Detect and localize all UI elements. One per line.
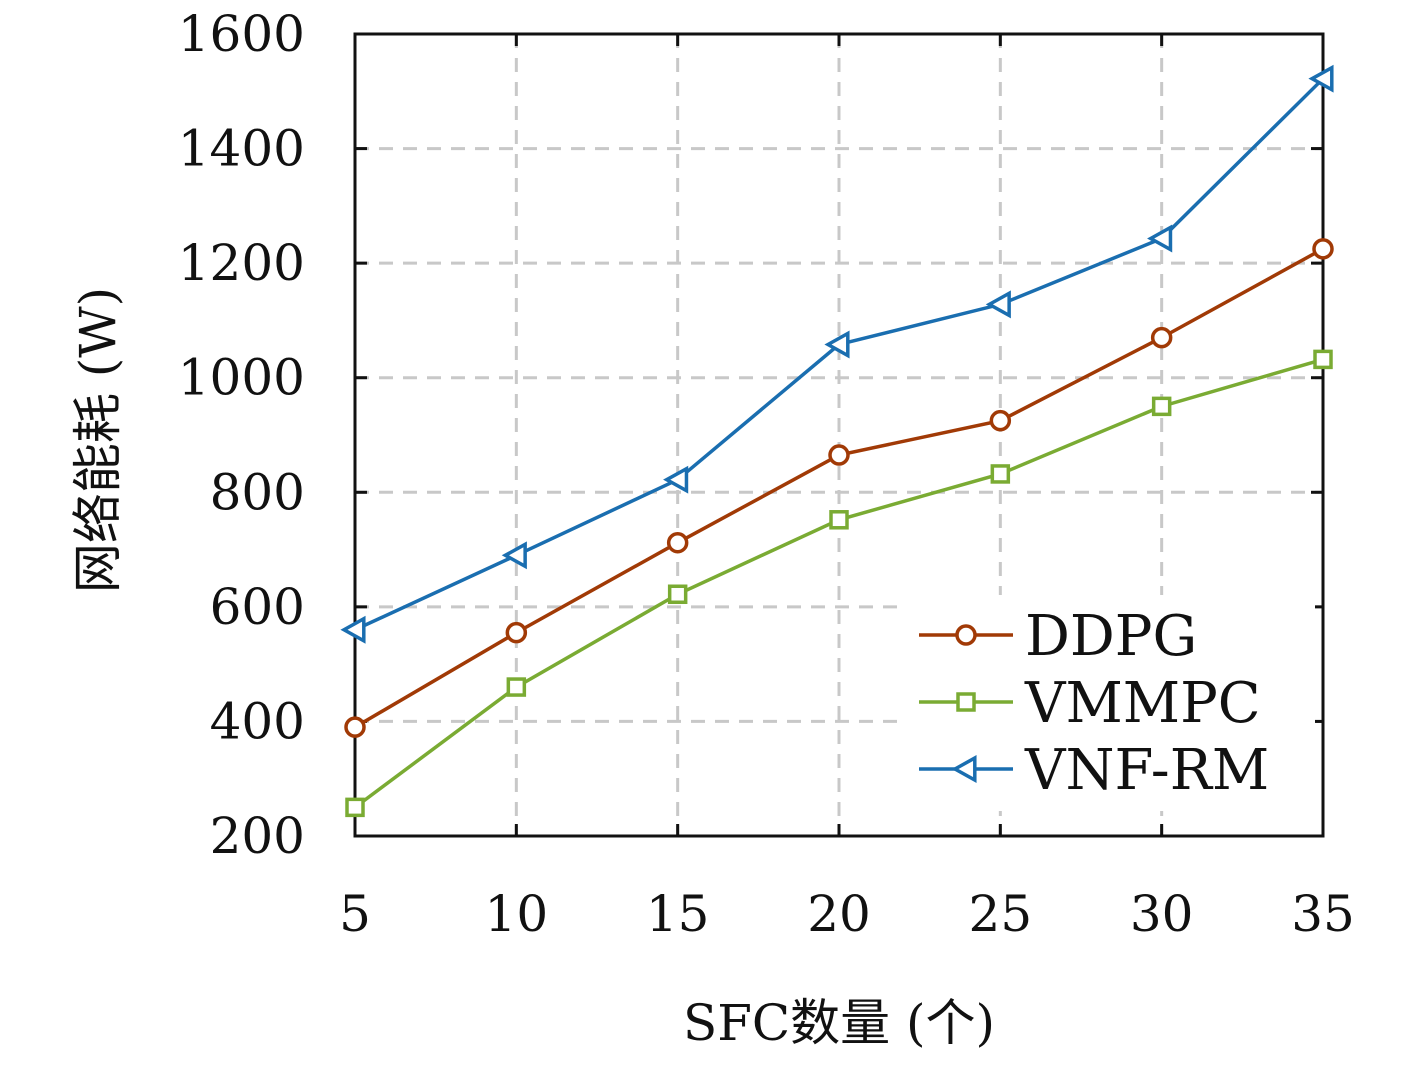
x-tick-label: 10: [485, 885, 549, 943]
data-point: [1308, 64, 1334, 93]
y-axis-label: 网络能耗 (W): [69, 287, 127, 593]
grid-lines: [355, 34, 1323, 836]
data-point: [1147, 224, 1173, 253]
data-point: [663, 465, 689, 494]
data-point: [667, 584, 688, 605]
legend-label: VNF-RM: [1024, 738, 1269, 803]
data-point: [1151, 396, 1172, 417]
data-point: [828, 444, 850, 466]
data-point: [985, 290, 1011, 319]
x-tick-label: 5: [339, 885, 371, 943]
legend-item-ddpg: DDPG: [919, 604, 1197, 669]
x-tick-label: 30: [1130, 885, 1194, 943]
data-point: [506, 677, 527, 697]
y-tick-label: 1000: [178, 349, 305, 407]
y-tick-label: 600: [210, 578, 305, 636]
y-tick-label: 200: [210, 807, 305, 865]
x-tick-label: 35: [1291, 885, 1355, 943]
legend-label: VMMPC: [1024, 671, 1261, 736]
tick-labels: 5 10 15 20 25 30 35 200 400 600 800 1000 1200 1400 160…: [178, 5, 1355, 943]
data-point: [989, 409, 1012, 432]
series-vnf-rm: [340, 64, 1334, 644]
x-tick-label: 20: [807, 885, 871, 943]
legend-item-vnf-rm: VNF-RM: [919, 738, 1269, 803]
y-tick-label: 800: [210, 463, 305, 521]
x-tick-label: 25: [969, 885, 1033, 943]
data-point: [1313, 349, 1333, 370]
legend-marker: [956, 692, 976, 712]
data-point: [990, 464, 1011, 484]
data-point: [344, 716, 366, 738]
x-axis-label: SFC数量 (个): [683, 994, 995, 1052]
series-ddpg: [344, 238, 1334, 738]
data-point: [501, 541, 527, 570]
data-point: [666, 531, 689, 554]
data-point: [345, 797, 365, 818]
y-tick-label: 400: [210, 692, 305, 750]
y-tick-label: 1600: [178, 5, 305, 63]
data-point: [829, 510, 849, 530]
data-point: [824, 330, 850, 359]
legend-marker: [951, 755, 977, 783]
data-point: [340, 615, 366, 644]
y-tick-label: 1400: [178, 120, 305, 178]
data-point: [505, 621, 528, 644]
legend-marker: [955, 624, 977, 646]
series-vmmpc: [345, 349, 1333, 818]
data-point: [1312, 238, 1334, 260]
legend-label: DDPG: [1025, 604, 1197, 669]
x-tick-label: 15: [646, 885, 710, 943]
legend-item-vmmpc: VMMPC: [919, 671, 1261, 736]
series-layer: [340, 64, 1334, 818]
data-point: [1150, 326, 1173, 349]
y-tick-label: 1200: [178, 234, 305, 292]
